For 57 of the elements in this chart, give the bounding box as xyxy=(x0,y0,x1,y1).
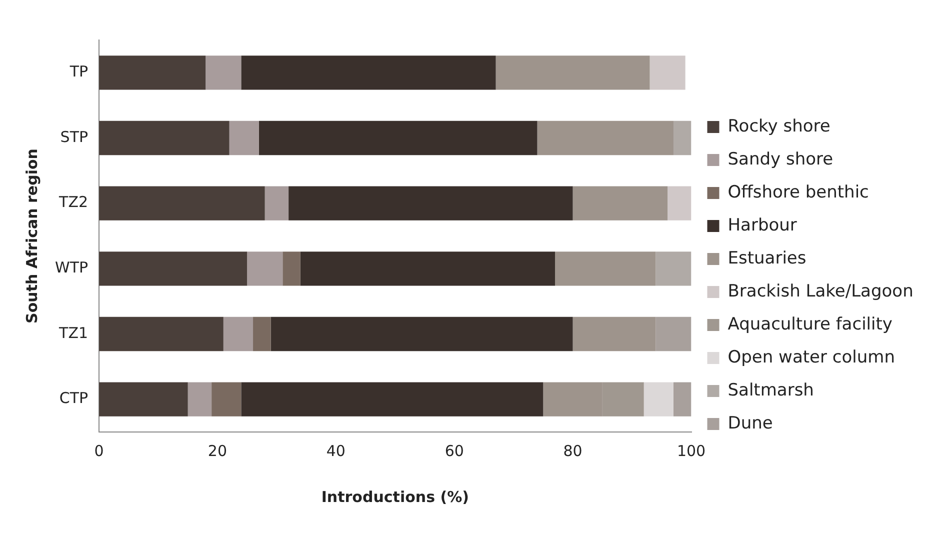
bar xyxy=(223,316,254,352)
legend-label: Offshore benthic xyxy=(728,182,869,202)
bar xyxy=(253,316,271,352)
y-tick-label: TP xyxy=(68,62,88,81)
bar xyxy=(270,316,573,352)
x-tick-label: 40 xyxy=(326,442,346,460)
bar xyxy=(258,120,538,156)
legend-label: Brackish Lake/Lagoon xyxy=(728,281,914,302)
bar xyxy=(229,120,259,156)
x-axis-title: Introductions (%) xyxy=(321,488,469,506)
x-tick-label: 100 xyxy=(676,442,706,460)
x-tick-label: 80 xyxy=(563,442,582,460)
bar xyxy=(99,120,230,156)
y-tick-label: WTP xyxy=(54,258,88,277)
bar xyxy=(668,186,692,220)
legend-label: Open water column xyxy=(728,347,895,368)
bar xyxy=(99,316,224,352)
bar xyxy=(496,56,650,90)
y-axis-title: South African region xyxy=(22,148,41,324)
bar xyxy=(212,382,242,416)
bar xyxy=(288,186,573,220)
legend-label: Rocky shore xyxy=(728,116,830,136)
bar xyxy=(572,186,668,220)
legend-label: Harbour xyxy=(728,215,797,236)
bar xyxy=(537,120,674,156)
bar xyxy=(264,186,289,220)
bar xyxy=(241,56,496,90)
legend-label: Aquaculture facility xyxy=(728,314,892,334)
bar xyxy=(656,252,692,286)
x-tick-label: 60 xyxy=(444,442,464,460)
legend-label: Estuaries xyxy=(728,248,806,268)
bar xyxy=(99,252,248,286)
bar xyxy=(555,252,656,286)
bar xyxy=(656,316,692,352)
bar xyxy=(572,316,656,352)
bar xyxy=(673,120,692,156)
bar xyxy=(247,252,283,286)
bar xyxy=(673,382,692,416)
legend-label: Dune xyxy=(728,413,773,434)
y-tick-label: STP xyxy=(60,128,88,146)
bar xyxy=(282,252,300,286)
y-tick-label: TZ1 xyxy=(58,324,88,342)
bar xyxy=(99,382,188,416)
bar xyxy=(644,382,674,416)
bar xyxy=(241,382,544,416)
y-tick-label: CTP xyxy=(59,389,88,408)
bar xyxy=(300,252,556,286)
bar xyxy=(650,56,686,90)
legend-label: Saltmarsh xyxy=(728,380,814,400)
bar xyxy=(188,382,212,416)
bar xyxy=(206,56,242,90)
y-tick-label: TZ2 xyxy=(58,193,88,212)
bar xyxy=(99,186,265,220)
bar xyxy=(99,56,206,90)
legend-label: Sandy shore xyxy=(728,149,834,170)
x-tick-label: 20 xyxy=(208,442,228,460)
x-tick-label: 0 xyxy=(94,442,104,460)
